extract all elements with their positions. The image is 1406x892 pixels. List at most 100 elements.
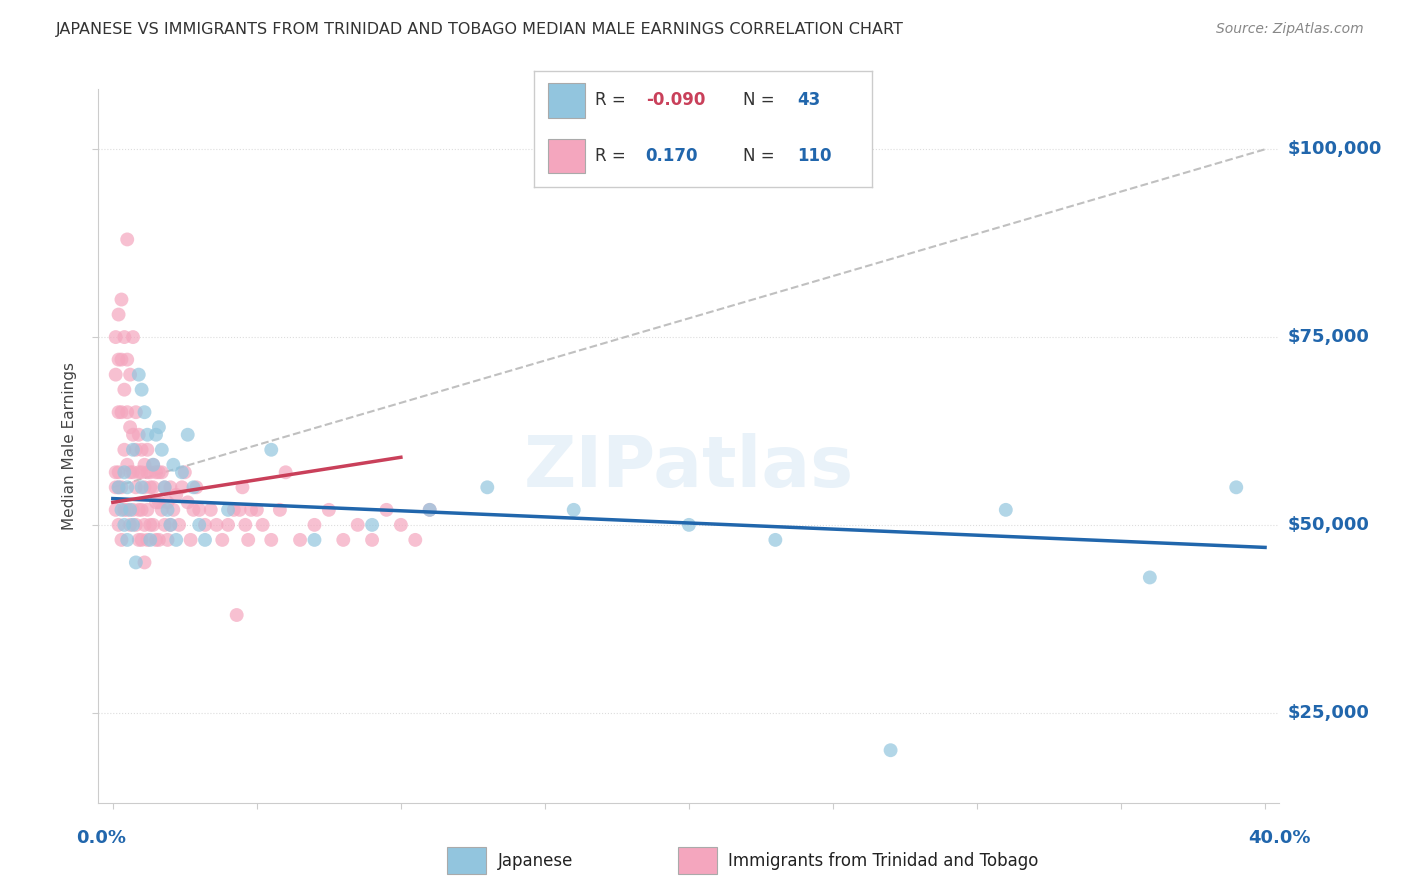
Point: [142, 480, 165, 494]
Text: Japanese: Japanese: [498, 852, 574, 870]
Bar: [548, 83, 585, 118]
Text: Source: ZipAtlas.com: Source: ZipAtlas.com: [1216, 22, 1364, 37]
Point: [318, 503, 340, 517]
Point: [389, 517, 412, 532]
Point: [419, 503, 441, 517]
Point: [131, 465, 153, 479]
Point: [110, 503, 132, 517]
Point: [122, 503, 145, 517]
Point: [112, 503, 135, 517]
Point: [125, 517, 148, 532]
Point: [125, 480, 148, 494]
Point: [136, 465, 159, 479]
Point: [131, 503, 153, 517]
Point: [217, 503, 239, 517]
Point: [134, 458, 156, 472]
Point: [194, 517, 217, 532]
Point: [177, 427, 200, 442]
Point: [115, 480, 138, 494]
Point: [148, 420, 170, 434]
Text: 43: 43: [797, 91, 821, 110]
Bar: [678, 847, 717, 874]
Point: [110, 352, 132, 367]
Point: [120, 503, 142, 517]
Point: [145, 495, 167, 509]
Point: [153, 517, 176, 532]
Point: [107, 308, 129, 322]
Point: [107, 480, 129, 494]
Point: [150, 442, 173, 457]
Point: [142, 458, 165, 472]
Point: [188, 503, 211, 517]
Point: [104, 480, 127, 494]
Point: [177, 495, 200, 509]
Point: [153, 480, 176, 494]
Point: [131, 442, 153, 457]
Point: [128, 533, 150, 547]
Point: [115, 352, 138, 367]
Point: [122, 442, 145, 457]
Point: [136, 442, 159, 457]
Text: R =: R =: [595, 147, 631, 165]
Point: [104, 330, 127, 344]
Point: [375, 503, 398, 517]
Point: [104, 368, 127, 382]
Point: [165, 533, 187, 547]
Point: [134, 556, 156, 570]
Point: [136, 503, 159, 517]
Text: R =: R =: [595, 91, 631, 110]
Point: [145, 533, 167, 547]
Y-axis label: Median Male Earnings: Median Male Earnings: [62, 362, 77, 530]
Point: [156, 503, 179, 517]
Point: [763, 533, 786, 547]
Point: [260, 533, 283, 547]
Point: [139, 517, 162, 532]
Point: [233, 517, 256, 532]
Point: [183, 503, 205, 517]
Point: [404, 533, 426, 547]
Point: [217, 517, 239, 532]
Point: [167, 517, 190, 532]
Point: [260, 442, 283, 457]
Point: [120, 420, 142, 434]
Point: [274, 465, 297, 479]
Point: [200, 503, 222, 517]
Point: [222, 503, 245, 517]
Point: [159, 517, 181, 532]
Point: [122, 465, 145, 479]
Point: [122, 517, 145, 532]
Point: [288, 533, 311, 547]
Point: [122, 330, 145, 344]
Point: [156, 533, 179, 547]
Text: N =: N =: [744, 91, 780, 110]
Point: [361, 517, 384, 532]
Point: [145, 427, 167, 442]
Bar: [548, 138, 585, 173]
Point: [139, 533, 162, 547]
Point: [269, 503, 291, 517]
Text: 110: 110: [797, 147, 832, 165]
Point: [1225, 480, 1247, 494]
Point: [205, 517, 228, 532]
Point: [134, 480, 156, 494]
Point: [110, 480, 132, 494]
Point: [107, 352, 129, 367]
Point: [165, 488, 187, 502]
Point: [139, 480, 162, 494]
Point: [1139, 570, 1161, 584]
Point: [115, 458, 138, 472]
Point: [131, 480, 153, 494]
Point: [139, 465, 162, 479]
Point: [304, 533, 326, 547]
Text: -0.090: -0.090: [645, 91, 704, 110]
Point: [332, 533, 354, 547]
Point: [107, 480, 129, 494]
Point: [120, 368, 142, 382]
Point: [994, 503, 1017, 517]
Point: [115, 533, 138, 547]
Point: [180, 533, 202, 547]
Point: [678, 517, 700, 532]
Point: [150, 503, 173, 517]
Point: [153, 480, 176, 494]
Point: [188, 517, 211, 532]
